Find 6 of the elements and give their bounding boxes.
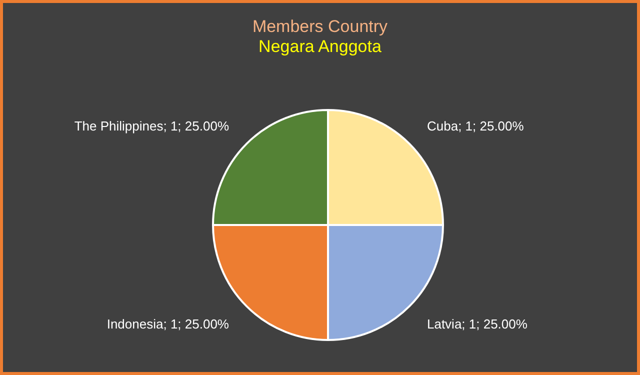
slice-label: The Philippines; 1; 25.00% (74, 118, 230, 134)
slice-label: Latvia; 1; 25.00% (426, 316, 528, 332)
chart-title: Members Country (251, 17, 389, 37)
slice-label: Cuba; 1; 25.00% (426, 118, 524, 134)
chart-subtitle: Negara Anggota (258, 37, 382, 57)
slice-label: Indonesia; 1; 25.00% (106, 316, 230, 332)
